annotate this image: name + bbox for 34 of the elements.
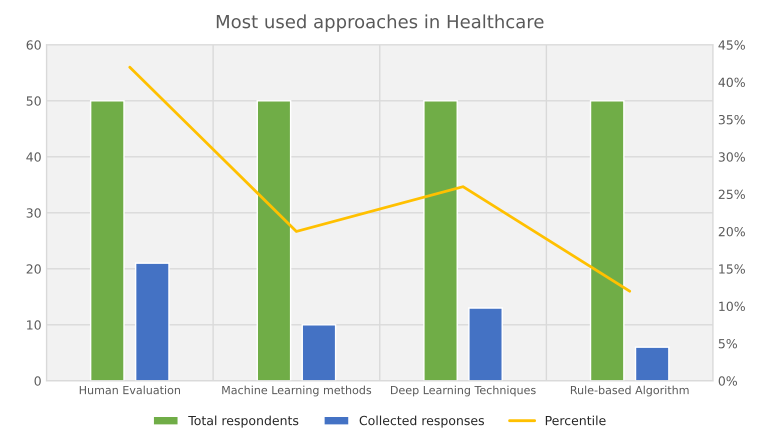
y-tick-label: 60 bbox=[26, 40, 41, 50]
x-tick-label: Rule-based Algorithm bbox=[570, 386, 689, 396]
x-tick-label: Deep Learning Techniques bbox=[390, 386, 536, 396]
y-tick-label: 40 bbox=[26, 152, 41, 162]
bar bbox=[302, 324, 336, 381]
legend-label: Percentile bbox=[546, 416, 606, 426]
y-tick-label: 50 bbox=[26, 96, 41, 106]
y2-tick-label: 30% bbox=[718, 152, 745, 162]
y-tick-label: 20 bbox=[26, 264, 41, 274]
bar bbox=[256, 100, 292, 381]
bar bbox=[134, 262, 170, 381]
y2-tick-label: 15% bbox=[719, 264, 745, 274]
y-tick-label: 0 bbox=[34, 376, 41, 386]
y2-tick-label: 0% bbox=[718, 376, 737, 386]
y2-tick-label: 5% bbox=[718, 338, 737, 348]
y2-tick-label: 25% bbox=[718, 190, 745, 200]
x-tick-label: Machine Learning methods bbox=[222, 386, 372, 396]
y2-tick-label: 10% bbox=[719, 302, 745, 312]
x-tick-label: Human Evaluation bbox=[80, 386, 180, 394]
y-tick-label: 10 bbox=[27, 320, 41, 330]
bar bbox=[634, 346, 670, 381]
bar bbox=[90, 100, 125, 381]
bar bbox=[468, 307, 503, 381]
y2-tick-label: 35% bbox=[718, 114, 745, 124]
bar bbox=[423, 100, 458, 381]
legend-label: Total respondents bbox=[188, 416, 298, 428]
y2-tick-label: 20% bbox=[718, 226, 745, 236]
chart-title: Most used approaches in Healthcare bbox=[216, 14, 544, 32]
bar bbox=[590, 100, 625, 381]
line-series bbox=[128, 66, 632, 293]
y2-tick-label: 40% bbox=[718, 78, 745, 88]
legend-label: Collected responses bbox=[360, 416, 484, 428]
y-tick-label: 30 bbox=[26, 208, 41, 218]
y2-tick-label: 45% bbox=[718, 40, 745, 50]
